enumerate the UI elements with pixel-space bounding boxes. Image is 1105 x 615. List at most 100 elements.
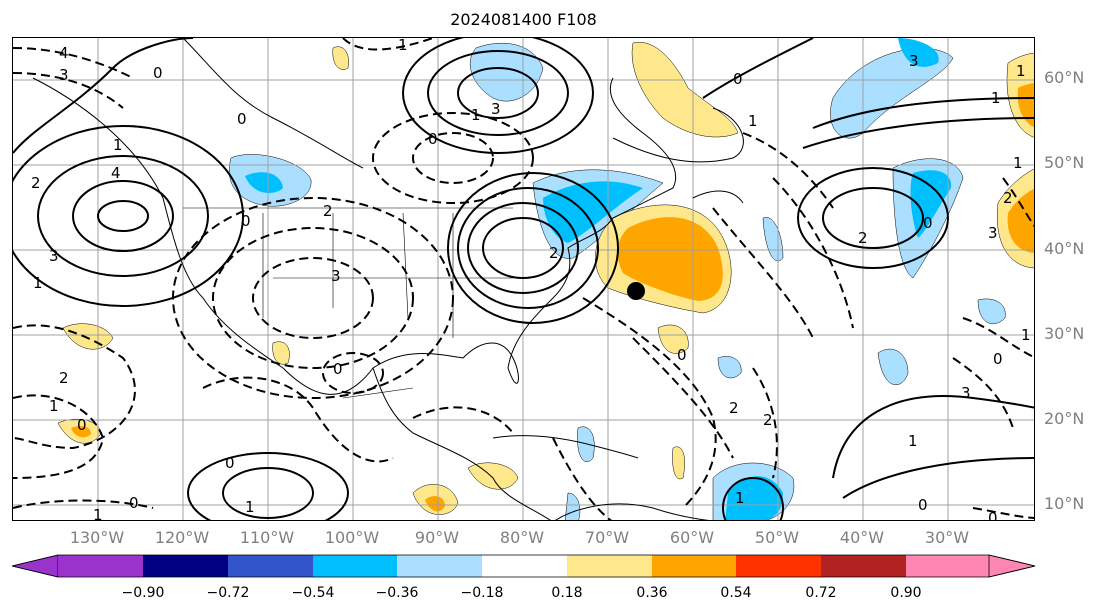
colorbar-segment: [736, 555, 821, 577]
contour-label: 2: [1003, 189, 1013, 207]
contour-label: 2: [31, 174, 41, 192]
lon-label-100w: 100°W: [324, 528, 380, 547]
positive-anomaly-region: [467, 462, 519, 490]
lon-label-60w: 60°W: [669, 528, 715, 547]
contour-label: 3: [59, 66, 69, 84]
negative-anomaly-region: [877, 348, 909, 386]
contour-label: 1: [398, 38, 408, 54]
negative-anomaly-region: [577, 426, 595, 462]
lat-label-60n: 60°N: [1044, 68, 1085, 87]
contour-label: 1: [113, 136, 123, 154]
contour-label: 1: [245, 498, 255, 516]
contour-label: 1: [93, 506, 103, 521]
political-borders: [183, 207, 513, 399]
positive-anomaly-region-core: [617, 217, 723, 301]
contour-label: 2: [858, 229, 868, 247]
colorbar-segment: [228, 555, 313, 577]
colorbar-segment: [821, 555, 906, 577]
lon-label-50w: 50°W: [754, 528, 800, 547]
contour-label: 0: [923, 214, 933, 232]
contour-label: 3: [909, 52, 919, 70]
positive-anomaly-region-core: [1017, 83, 1034, 127]
positive-anomaly-region-core: [1007, 188, 1034, 253]
lon-label-120w: 120°W: [154, 528, 210, 547]
lon-label-70w: 70°W: [584, 528, 630, 547]
map-canvas: 4 3 0 1 2 4 3 1 0 2 3 0 1 3 0 1 2 3 1 0 …: [13, 38, 1034, 521]
contour-label: 1: [49, 397, 59, 415]
contour-label: 1: [991, 89, 1001, 107]
colorbar-outline: [11, 554, 1036, 578]
positive-anomaly-region: [657, 324, 689, 354]
colorbar-extend-low: [11, 554, 59, 578]
colorbar: [11, 554, 1036, 578]
colorbar-segment: [482, 555, 567, 577]
contour-label: 3: [331, 267, 341, 285]
lat-label-20n: 20°N: [1044, 409, 1085, 428]
contour-label: 3: [491, 100, 501, 118]
contour-label: 0: [993, 350, 1003, 368]
lat-label-30n: 30°N: [1044, 324, 1085, 343]
negative-anomaly-region-core: [910, 170, 952, 238]
positive-anomaly-region: [672, 446, 685, 480]
contour-label: 0: [677, 346, 687, 364]
contour-label: 3: [961, 384, 971, 402]
contour-label: 2: [763, 411, 773, 429]
positive-anomaly-region: [631, 41, 739, 138]
colorbar-tick-label: 0.36: [636, 585, 668, 601]
positive-anomaly-region-core: [71, 426, 91, 438]
colorbar-tick-label: 0.72: [805, 585, 837, 601]
colorbar-tick-label: 0.90: [890, 585, 922, 601]
colorbar-segment: [143, 555, 228, 577]
colorbar-segment: [906, 555, 989, 577]
lon-label-90w: 90°W: [414, 528, 460, 547]
contour-label: 0: [225, 454, 235, 472]
colorbar-tick-label: −0.72: [206, 585, 250, 601]
colorbar-segment: [58, 555, 143, 577]
contour-labels: 4 3 0 1 2 4 3 1 0 2 3 0 1 3 0 1 2 3 1 0 …: [31, 38, 1031, 521]
lon-label-40w: 40°W: [839, 528, 885, 547]
negative-anomaly-region: [762, 217, 784, 262]
contour-label: 0: [428, 130, 438, 148]
contour-label: 0: [237, 110, 247, 128]
positive-anomaly-region-core: [425, 496, 445, 512]
negative-anomaly-region: [977, 298, 1006, 324]
dashed-contours: [13, 38, 1034, 520]
positive-anomaly-region: [272, 341, 290, 365]
contour-label: 4: [111, 164, 121, 182]
lat-label-50n: 50°N: [1044, 153, 1085, 172]
map-panel: 4 3 0 1 2 4 3 1 0 2 3 0 1 3 0 1 2 3 1 0 …: [12, 37, 1035, 521]
colorbar-tick-label: 0.18: [551, 585, 583, 601]
colorbar-tick-label: −0.36: [375, 585, 419, 601]
positive-anomaly-region: [62, 323, 114, 350]
contour-label: 1: [33, 274, 43, 292]
contour-label: 0: [733, 70, 743, 88]
contour-label: 1: [471, 106, 481, 124]
negative-anomaly-region: [564, 492, 581, 520]
lon-label-130w: 130°W: [69, 528, 125, 547]
lon-label-80w: 80°W: [499, 528, 545, 547]
contour-label: 2: [549, 244, 559, 262]
colorbar-extend-high: [988, 554, 1036, 578]
contour-label: 0: [333, 360, 343, 378]
contour-label: 1: [908, 432, 918, 450]
contour-label: 0: [918, 496, 928, 514]
lat-label-10n: 10°N: [1044, 494, 1085, 513]
colorbar-segment: [567, 555, 652, 577]
anomaly-shading: [57, 38, 1034, 520]
map-title: 2024081400 F108: [450, 10, 597, 29]
colorbar-tick-label: −0.18: [460, 585, 504, 601]
negative-anomaly-region-core: [898, 38, 939, 67]
contour-label: 0: [153, 64, 163, 82]
negative-anomaly-region: [469, 42, 544, 102]
colorbar-tick-label: −0.54: [291, 585, 335, 601]
contour-label: 0: [77, 416, 87, 434]
colorbar-tick-label: −0.90: [121, 585, 165, 601]
lon-label-110w: 110°W: [239, 528, 295, 547]
contour-label: 2: [729, 399, 739, 417]
contour-label: 1: [1016, 62, 1026, 80]
coastlines: [32, 38, 744, 520]
negative-anomaly-region-core: [543, 181, 643, 243]
solid-contours: [13, 38, 1034, 520]
negative-anomaly-region-core: [725, 476, 783, 520]
colorbar-tick-label: 0.54: [720, 585, 752, 601]
